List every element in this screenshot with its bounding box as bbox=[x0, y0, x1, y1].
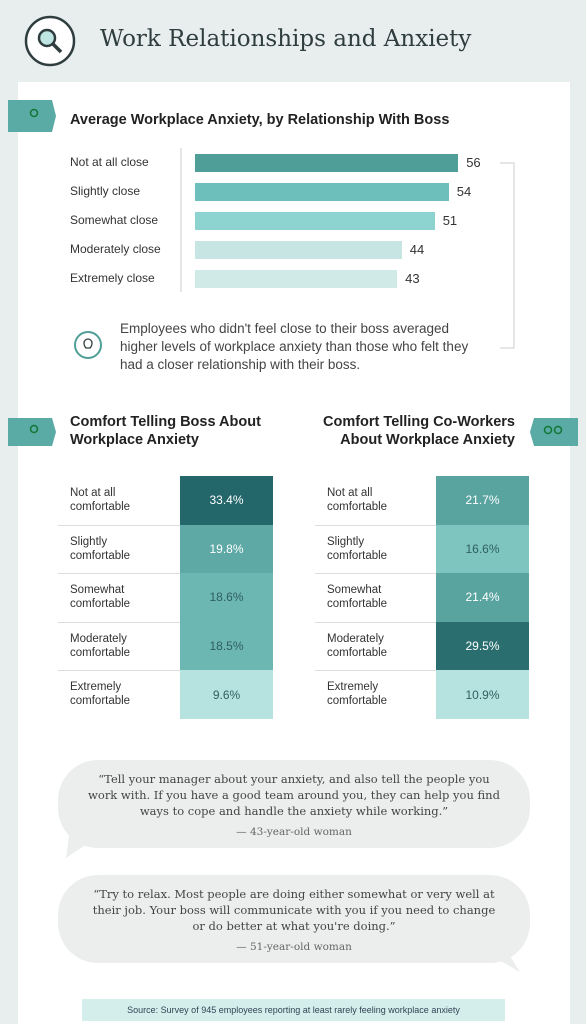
category-label: Moderately comfortable bbox=[327, 632, 388, 659]
category-label: Slightly close bbox=[70, 184, 141, 198]
heat-cell bbox=[180, 573, 273, 623]
value-label: 19.8% bbox=[209, 541, 244, 556]
row-divider bbox=[315, 621, 529, 623]
quote-attribution: — 43-year-old woman bbox=[236, 826, 352, 838]
icon-handle bbox=[51, 42, 63, 54]
bulb-icon bbox=[74, 331, 102, 359]
value-label: 51 bbox=[442, 213, 458, 228]
quote: “Try to relax. Most people are doing eit… bbox=[92, 887, 496, 933]
category-label: Somewhat close bbox=[70, 213, 159, 227]
quote-bubble bbox=[58, 760, 530, 848]
row-divider bbox=[315, 573, 529, 575]
value-label: 29.5% bbox=[465, 639, 500, 654]
row-divider bbox=[58, 524, 273, 526]
row-divider bbox=[58, 621, 273, 623]
heat-cell bbox=[436, 524, 529, 574]
heat-cell bbox=[180, 524, 273, 574]
value-label: 18.5% bbox=[209, 639, 244, 654]
row-divider bbox=[315, 670, 529, 672]
category-label: Extremely comfortable bbox=[327, 681, 388, 708]
quote-attribution: — 51-year-old woman bbox=[236, 941, 352, 953]
category-label: Moderately comfortable bbox=[70, 632, 131, 659]
value-label: 10.9% bbox=[465, 687, 500, 702]
category-label: Somewhat comfortable bbox=[70, 584, 131, 611]
category-label: Slightly comfortable bbox=[327, 535, 388, 562]
category-label: Not at all close bbox=[70, 155, 149, 169]
bracket bbox=[500, 162, 515, 349]
heat-cell bbox=[180, 621, 273, 671]
value-label: 43 bbox=[405, 271, 420, 286]
heat-cell bbox=[180, 476, 273, 526]
value-label: 9.6% bbox=[212, 687, 241, 702]
icon-lens bbox=[37, 28, 57, 48]
heat-cell bbox=[436, 476, 529, 526]
category-label: Extremely comfortable bbox=[70, 681, 131, 708]
source: Source: Survey of 945 employees reportin… bbox=[82, 999, 505, 1021]
category-label: Extremely close bbox=[70, 271, 155, 285]
value-label: 16.6% bbox=[465, 541, 500, 556]
row-divider bbox=[315, 524, 529, 526]
value-label: 54 bbox=[456, 184, 472, 199]
tab-icon bbox=[543, 425, 553, 435]
row-divider bbox=[58, 670, 273, 672]
value-label: 21.4% bbox=[465, 590, 500, 605]
category-label: Moderately close bbox=[70, 242, 161, 256]
quote-bubble bbox=[58, 875, 530, 963]
bar bbox=[195, 183, 449, 201]
category-label: Slightly comfortable bbox=[70, 535, 131, 562]
value-label: 21.7% bbox=[465, 493, 500, 508]
value-label: 18.6% bbox=[209, 590, 244, 605]
tab-icon bbox=[553, 425, 563, 435]
value-label: 56 bbox=[466, 155, 481, 170]
heat-cell bbox=[436, 670, 529, 720]
chart-title: Comfort Telling Boss About Workplace Anx… bbox=[70, 414, 261, 448]
bar bbox=[195, 154, 459, 172]
category-label: Somewhat comfortable bbox=[327, 584, 388, 611]
category-label: Not at all comfortable bbox=[327, 487, 388, 513]
row-divider bbox=[58, 573, 273, 575]
value-label: 33.4% bbox=[209, 493, 244, 508]
chart-title: Average Workplace Anxiety, by Relationsh… bbox=[70, 112, 450, 128]
bar bbox=[195, 212, 435, 230]
tab-icon bbox=[29, 424, 39, 434]
tab-icon bbox=[29, 108, 39, 118]
heat-cell bbox=[180, 670, 273, 720]
tab bbox=[530, 418, 578, 446]
bar bbox=[195, 270, 398, 288]
quote: “Tell your manager about your anxiety, a… bbox=[88, 772, 500, 818]
value-label: 44 bbox=[409, 242, 425, 257]
bar bbox=[195, 241, 402, 259]
chart-title: Comfort Telling Co-Workers About Workpla… bbox=[323, 414, 515, 448]
heat-cell bbox=[436, 621, 529, 671]
page-title: Work Relationships and Anxiety bbox=[100, 26, 472, 52]
bulb bbox=[83, 338, 93, 349]
heat-cell bbox=[436, 573, 529, 623]
note: Employees who didn't feel close to their… bbox=[120, 321, 469, 372]
category-label: Not at all comfortable bbox=[70, 487, 131, 513]
